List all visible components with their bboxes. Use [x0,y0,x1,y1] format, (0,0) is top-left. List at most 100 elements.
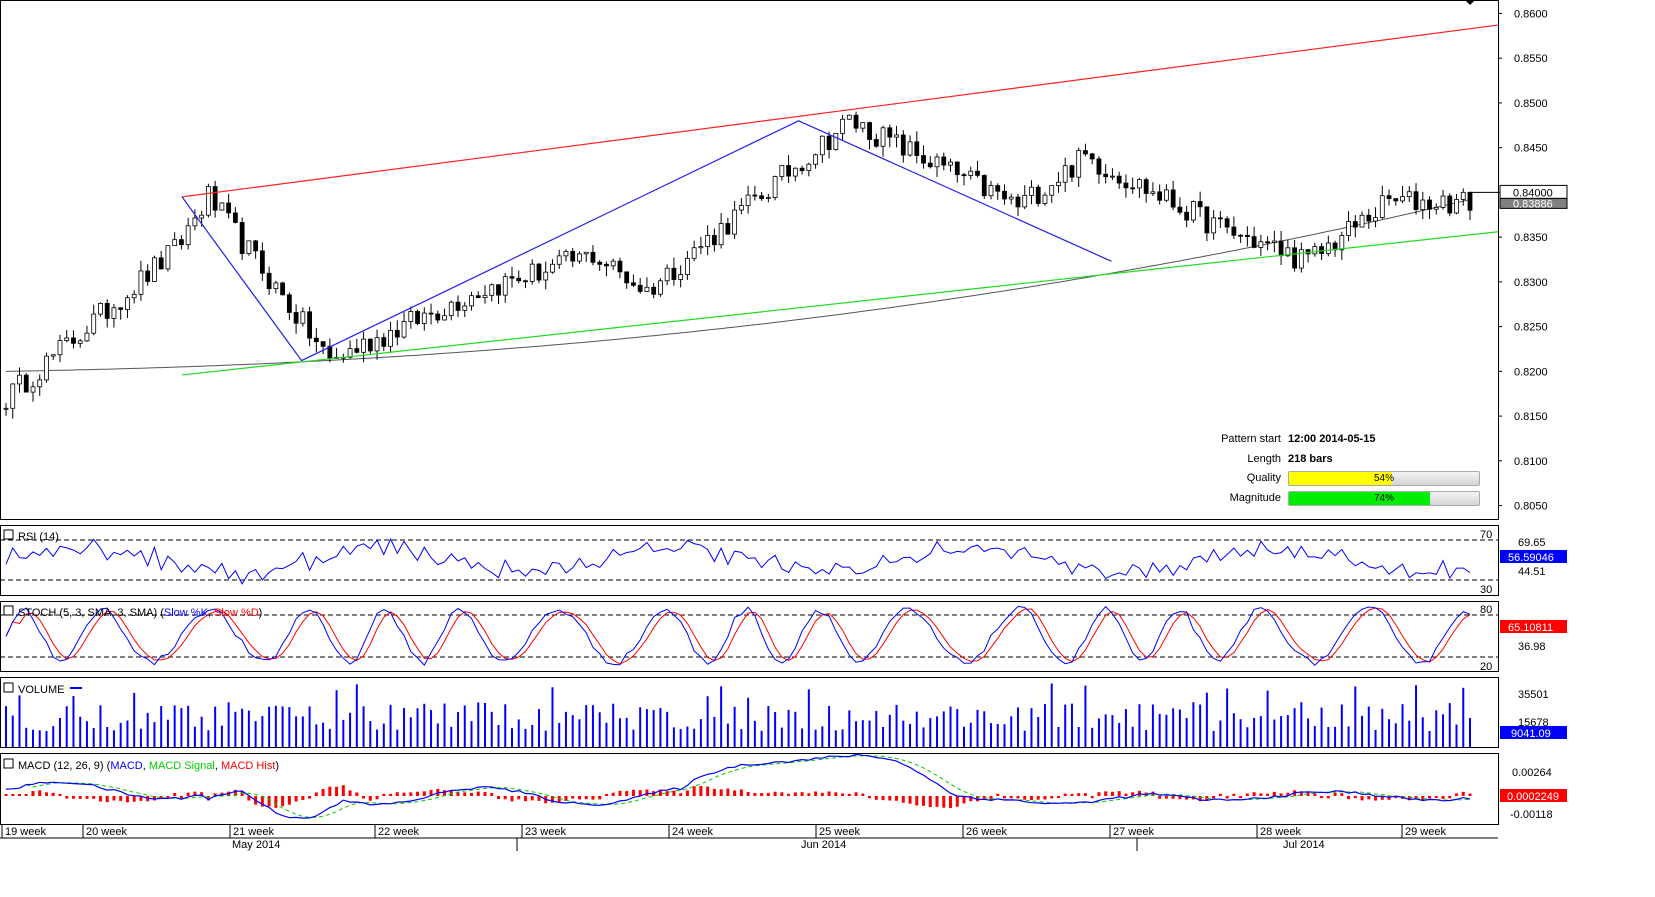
candle-body [583,251,589,255]
candle-body [772,176,778,198]
macd-hist-bar [38,790,42,796]
macd-hist-bar [368,796,372,801]
macd-hist-bar [955,796,959,807]
candle-body [975,170,980,176]
candle-body [1190,201,1196,221]
candle-body [1379,195,1385,218]
candle-body [988,185,994,197]
candle-body [1123,182,1129,189]
macd-hist-bar [206,796,210,801]
macd-hist-bar [294,796,298,802]
candle-body [246,240,252,254]
stoch-level-label: 20 [1480,661,1492,673]
candle-body [367,338,373,352]
macd-hist-bar [1347,796,1351,800]
macd-hist-bar [726,788,730,796]
candle-body [1177,206,1183,213]
macd-hist-bar [591,796,595,800]
macd-hist-bar [1279,793,1283,796]
candle-body [840,118,845,134]
macd-hist-bar [193,791,197,796]
macd-hist-bar [314,792,318,796]
candle-body [118,307,124,310]
macd-hist-bar [1023,796,1027,800]
candle-body [1393,198,1399,202]
price-tick-label: 0.8350 [1514,232,1548,244]
macd-hist-bar [766,792,770,796]
macd-current-value: 0.0002249 [1507,791,1559,803]
macd-hist-bar [443,790,447,796]
candle-body [1150,191,1156,194]
candle-body [981,174,987,197]
candle-body [1204,206,1210,234]
candle-body [509,276,515,279]
candle-body [158,257,164,270]
macd-hist-bar [186,792,190,796]
price-tick-label: 0.8100 [1514,456,1548,468]
macd-hist-bar [1016,796,1020,799]
support-trendline [181,231,1499,376]
week-label: 21 week [233,826,274,838]
macd-hist-bar [58,793,62,796]
candle-body [826,135,832,150]
macd-hist-bar [1198,796,1202,802]
candle-body [152,257,157,282]
macd-hist-bar [1117,791,1121,796]
candle-body [361,338,366,353]
macd-hist-bar [449,790,453,796]
candle-body [57,340,63,356]
macd-hist-bar [119,796,123,801]
macd-hist-bar [949,796,953,809]
rsi-scale-label: 69.65 [1518,537,1546,549]
macd-hist-bar [1387,796,1391,800]
candle-body [556,255,562,265]
week-label: 20 week [86,826,127,838]
candle-body [293,312,299,324]
candle-body [624,271,630,284]
macd-hist-bar [1070,793,1074,796]
macd-hist-bar [1441,796,1445,800]
macd-hist-bar [1178,796,1182,800]
stoch-k-line [5,605,1471,667]
candle-body [266,272,272,290]
candle-body [50,354,56,357]
macd-hist-bar [780,792,784,796]
macd-hist-bar [773,791,777,796]
stoch-scale-label: 36.98 [1518,641,1546,653]
macd-hist-bar [638,790,642,796]
price-tag-label: 0.83886 [1513,198,1553,210]
candle-body [30,386,36,393]
macd-hist-bar [1353,796,1357,799]
quality-bar-fill [1289,472,1392,485]
macd-hist-bar [173,792,177,796]
macd-hist-bar [1360,796,1364,801]
rsi-title: RSI (14) [18,531,59,543]
macd-hist-bar [1131,792,1135,796]
candle-body [374,337,380,352]
candle-body [71,337,76,344]
candle-body [307,311,312,339]
macd-hist-bar [1434,796,1438,799]
candle-body [1373,217,1378,222]
rsi-level-label: 30 [1480,584,1492,596]
quality-percent: 54% [1373,473,1394,484]
week-label: 26 week [966,826,1007,838]
macd-hist-bar [17,794,21,796]
macd-line [5,753,1471,819]
macd-hist-bar [375,796,379,800]
macd-hist-bar [247,796,251,801]
candle-body [934,156,940,168]
macd-title: MACD (12, 26, 9) (MACD, MACD Signal, MAC… [18,760,279,772]
macd-hist-bar [233,789,237,796]
macd-hist-bar [598,796,602,800]
macd-hist-bar [341,785,345,796]
macd-hist-bar [510,796,514,802]
macd-hist-bar [517,796,521,800]
macd-hist-bar [422,791,426,796]
macd-hist-bar [739,789,743,796]
candle-body [590,251,596,263]
macd-hist-bar [618,790,622,796]
candle-body [496,284,501,296]
price-tick-label: 0.8050 [1514,501,1548,513]
price-tick-label: 0.8250 [1514,322,1548,334]
